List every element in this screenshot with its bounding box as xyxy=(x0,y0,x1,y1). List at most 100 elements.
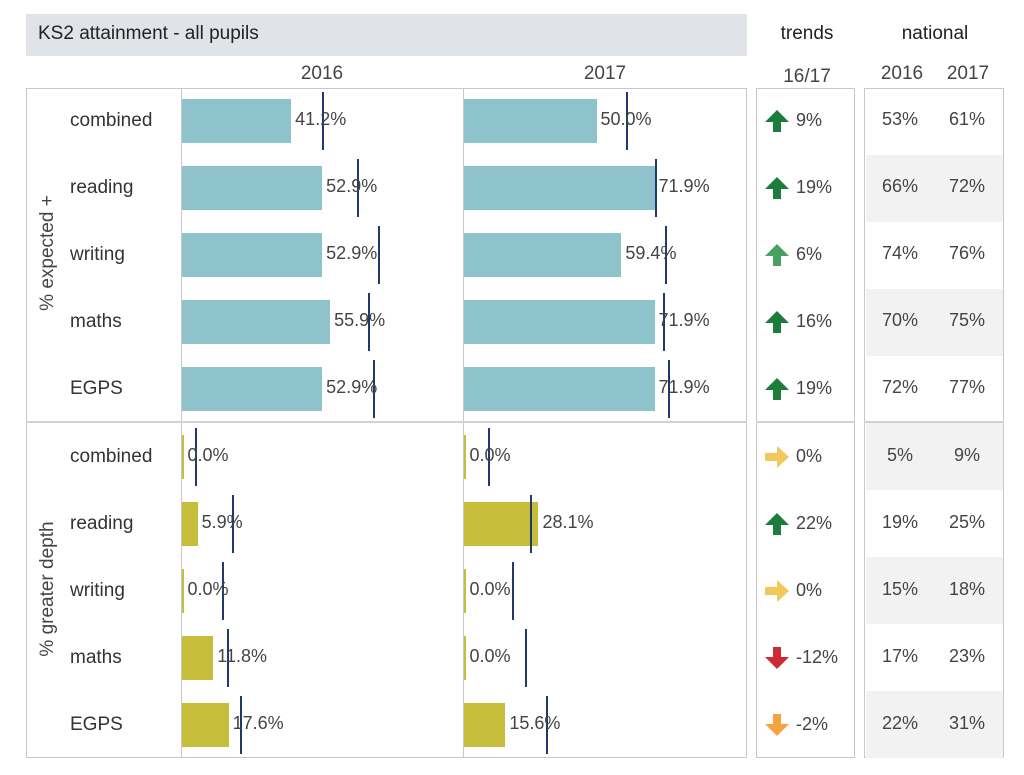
group-label-expected: % expected + xyxy=(37,195,58,311)
trend-arrow-icon xyxy=(764,377,790,401)
national-value-2017: 9% xyxy=(953,444,980,465)
national-marker-writing-2016 xyxy=(221,561,224,620)
value-label-maths-2016: 55.9% xyxy=(334,309,386,330)
trend-arrow-icon xyxy=(764,445,790,469)
national-value-2016: 22% xyxy=(881,712,919,733)
trend-value: 6% xyxy=(796,243,823,264)
trend-arrow-icon xyxy=(764,579,790,603)
trends-header: trends xyxy=(780,23,834,44)
national-value-2016: 53% xyxy=(881,108,919,129)
trend-arrow-icon xyxy=(764,512,790,536)
row-label-maths: maths xyxy=(70,310,122,332)
trend-value: 16% xyxy=(796,310,833,331)
national-value-2017: 18% xyxy=(948,578,986,599)
bar-reading-2017 xyxy=(464,501,539,546)
national-value-2017: 76% xyxy=(948,242,986,263)
national-year-2016: 2016 xyxy=(880,63,924,84)
value-label-writing-2017: 0.0% xyxy=(469,578,511,599)
national-value-2016: 72% xyxy=(881,376,919,397)
national-row-band xyxy=(866,557,1003,624)
bar-maths-2016 xyxy=(182,299,331,344)
bar-combined-2016 xyxy=(182,98,292,143)
national-year-2017: 2017 xyxy=(946,63,990,84)
national-marker-combined-2017 xyxy=(487,427,490,486)
trend-value: 0% xyxy=(796,445,823,466)
trend-value: -12% xyxy=(796,646,839,667)
bar-reading-2016 xyxy=(182,165,323,210)
row-label-egps: EGPS xyxy=(70,377,123,399)
row-label-maths: maths xyxy=(70,646,122,668)
year-label-2016: 2016 xyxy=(300,63,344,84)
bar-combined-2017 xyxy=(464,434,466,479)
trend-arrow-icon xyxy=(764,713,790,737)
trend-value: 19% xyxy=(796,176,833,197)
national-marker-writing-2016 xyxy=(378,225,381,284)
national-marker-maths-2016 xyxy=(367,292,370,351)
national-marker-writing-2017 xyxy=(511,561,514,620)
national-marker-maths-2016 xyxy=(227,628,230,687)
trend-value: -2% xyxy=(796,713,829,734)
bar-maths-2017 xyxy=(464,299,655,344)
trend-arrow-icon xyxy=(764,310,790,334)
national-value-2016: 5% xyxy=(886,444,913,465)
trend-arrow-icon xyxy=(764,243,790,267)
national-marker-maths-2017 xyxy=(524,628,527,687)
national-marker-egps-2016 xyxy=(240,695,243,754)
national-marker-reading-2016 xyxy=(232,494,235,553)
row-label-combined: combined xyxy=(70,109,153,131)
column-separator-2016 xyxy=(181,88,182,758)
national-value-2017: 31% xyxy=(948,712,986,733)
national-marker-maths-2017 xyxy=(662,292,665,351)
trend-value: 19% xyxy=(796,377,833,398)
trend-arrow-icon xyxy=(764,176,790,200)
value-label-combined-2017: 0.0% xyxy=(469,444,511,465)
national-value-2016: 15% xyxy=(881,578,919,599)
bar-egps-2017 xyxy=(464,366,655,411)
national-value-2017: 72% xyxy=(948,175,986,196)
trend-value: 9% xyxy=(796,109,823,130)
value-label-writing-2016: 52.9% xyxy=(326,242,378,263)
value-label-egps-2017: 15.6% xyxy=(509,712,561,733)
year-label-2017: 2017 xyxy=(583,63,627,84)
bar-writing-2017 xyxy=(464,568,466,613)
national-value-2017: 61% xyxy=(948,108,986,129)
national-row-band xyxy=(866,289,1003,356)
national-marker-combined-2016 xyxy=(195,427,198,486)
bar-combined-2016 xyxy=(182,434,184,479)
group-label-greater-depth: % greater depth xyxy=(37,521,58,657)
national-group-divider xyxy=(864,421,1004,423)
row-label-combined: combined xyxy=(70,445,153,467)
value-label-reading-2017: 28.1% xyxy=(542,511,594,532)
column-separator-2017 xyxy=(463,88,464,758)
bar-maths-2016 xyxy=(182,635,214,680)
title-bar xyxy=(26,14,747,56)
bar-writing-2016 xyxy=(182,568,184,613)
national-value-2017: 77% xyxy=(948,376,986,397)
value-label-writing-2017: 59.4% xyxy=(625,242,677,263)
trend-value: 0% xyxy=(796,579,823,600)
value-label-reading-2016: 5.9% xyxy=(201,511,243,532)
row-label-egps: EGPS xyxy=(70,713,123,735)
national-marker-writing-2017 xyxy=(665,225,668,284)
value-label-egps-2016: 17.6% xyxy=(232,712,284,733)
chart-title: KS2 attainment - all pupils xyxy=(38,23,259,44)
value-label-maths-2017: 0.0% xyxy=(469,645,511,666)
national-value-2017: 25% xyxy=(948,511,986,532)
trends-group-divider xyxy=(756,421,855,423)
value-label-combined-2016: 41.2% xyxy=(295,108,347,129)
national-header: national xyxy=(901,23,969,44)
national-value-2016: 66% xyxy=(881,175,919,196)
bar-writing-2016 xyxy=(182,232,323,277)
value-label-writing-2016: 0.0% xyxy=(187,578,229,599)
bar-egps-2016 xyxy=(182,702,229,747)
national-marker-egps-2017 xyxy=(668,359,671,418)
value-label-maths-2017: 71.9% xyxy=(658,309,710,330)
national-value-2016: 19% xyxy=(881,511,919,532)
national-value-2017: 75% xyxy=(948,309,986,330)
national-marker-reading-2017 xyxy=(654,158,657,217)
national-marker-reading-2016 xyxy=(356,158,359,217)
bar-writing-2017 xyxy=(464,232,622,277)
national-marker-combined-2016 xyxy=(322,91,325,150)
bar-reading-2016 xyxy=(182,501,198,546)
national-row-band xyxy=(866,691,1003,758)
